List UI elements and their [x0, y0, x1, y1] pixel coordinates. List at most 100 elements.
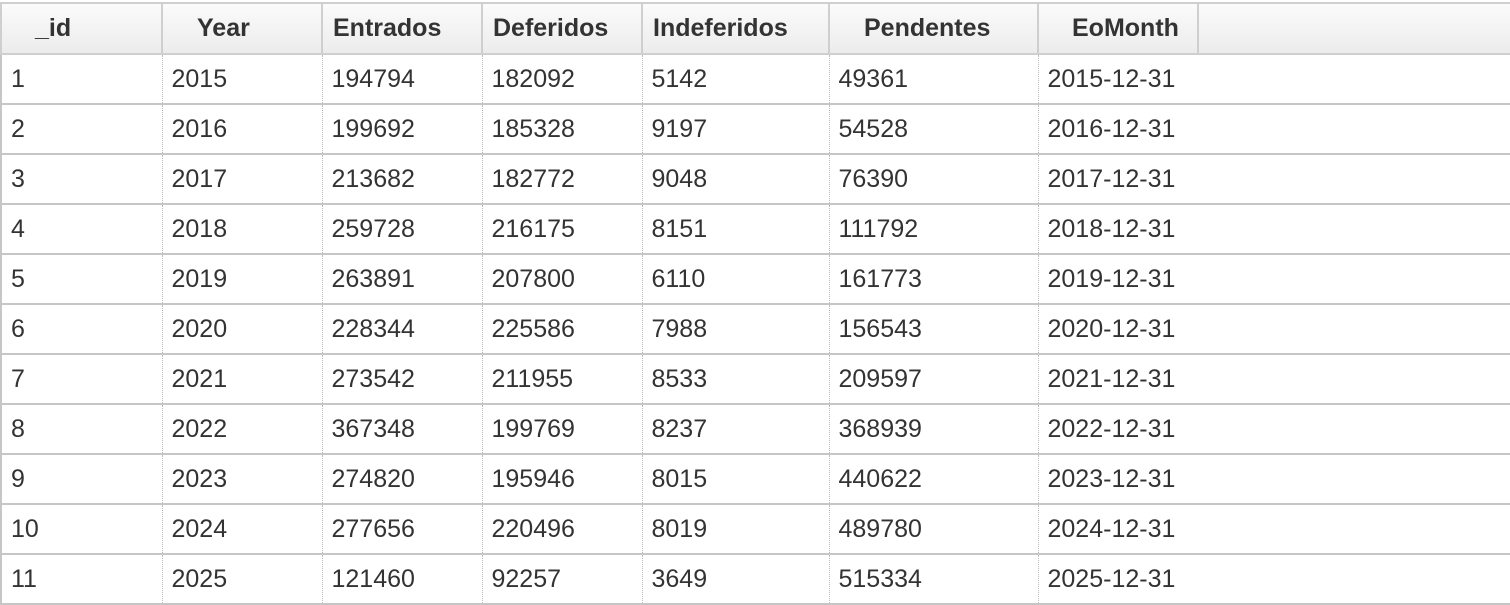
cell-entrados[interactable]: 367348	[321, 404, 482, 455]
cell-pendentes[interactable]: 515334	[828, 554, 1038, 605]
cell-id[interactable]: 5	[0, 254, 162, 305]
table-row[interactable]: 9 2023 274820 195946 8015 440622 2023-12-31	[0, 454, 1510, 505]
cell-deferidos[interactable]: 211955	[481, 354, 642, 405]
cell-pendentes[interactable]: 156543	[828, 304, 1038, 355]
cell-deferidos[interactable]: 195946	[481, 454, 642, 505]
cell-year[interactable]: 2024	[161, 504, 322, 555]
cell-pendentes[interactable]: 489780	[828, 504, 1038, 555]
cell-pendentes[interactable]: 440622	[828, 454, 1038, 505]
cell-eomonth[interactable]: 2024-12-31	[1037, 504, 1198, 555]
cell-eomonth[interactable]: 2016-12-31	[1037, 104, 1198, 155]
column-header-year[interactable]: Year	[161, 2, 323, 55]
table-row[interactable]: 8 2022 367348 199769 8237 368939 2022-12-31	[0, 404, 1510, 455]
cell-id[interactable]: 9	[0, 454, 162, 505]
cell-filler	[1198, 304, 1510, 355]
cell-deferidos[interactable]: 207800	[481, 254, 642, 305]
column-header-pendentes[interactable]: Pendentes	[828, 2, 1039, 55]
cell-year[interactable]: 2025	[161, 554, 322, 605]
table-row[interactable]: 6 2020 228344 225586 7988 156543 2020-12-31	[0, 304, 1510, 355]
cell-pendentes[interactable]: 76390	[828, 154, 1038, 205]
cell-pendentes[interactable]: 49361	[828, 54, 1038, 105]
cell-indeferidos[interactable]: 7988	[641, 304, 829, 355]
cell-deferidos[interactable]: 182772	[481, 154, 642, 205]
cell-indeferidos[interactable]: 8533	[641, 354, 829, 405]
cell-eomonth[interactable]: 2017-12-31	[1037, 154, 1198, 205]
cell-year[interactable]: 2015	[161, 54, 322, 105]
cell-indeferidos[interactable]: 9048	[641, 154, 829, 205]
cell-entrados[interactable]: 277656	[321, 504, 482, 555]
table-row[interactable]: 4 2018 259728 216175 8151 111792 2018-12-31	[0, 204, 1510, 255]
cell-year[interactable]: 2019	[161, 254, 322, 305]
cell-eomonth[interactable]: 2019-12-31	[1037, 254, 1198, 305]
table-row[interactable]: 2 2016 199692 185328 9197 54528 2016-12-31	[0, 104, 1510, 155]
cell-indeferidos[interactable]: 9197	[641, 104, 829, 155]
cell-entrados[interactable]: 273542	[321, 354, 482, 405]
cell-eomonth[interactable]: 2018-12-31	[1037, 204, 1198, 255]
cell-eomonth[interactable]: 2020-12-31	[1037, 304, 1198, 355]
cell-entrados[interactable]: 228344	[321, 304, 482, 355]
table-row[interactable]: 7 2021 273542 211955 8533 209597 2021-12-31	[0, 354, 1510, 405]
cell-pendentes[interactable]: 54528	[828, 104, 1038, 155]
cell-indeferidos[interactable]: 8015	[641, 454, 829, 505]
column-header-deferidos[interactable]: Deferidos	[481, 2, 643, 55]
cell-pendentes[interactable]: 111792	[828, 204, 1038, 255]
column-header-eomonth[interactable]: EoMonth	[1037, 2, 1199, 55]
cell-entrados[interactable]: 263891	[321, 254, 482, 305]
cell-id[interactable]: 3	[0, 154, 162, 205]
cell-id[interactable]: 10	[0, 504, 162, 555]
cell-deferidos[interactable]: 199769	[481, 404, 642, 455]
cell-eomonth[interactable]: 2025-12-31	[1037, 554, 1198, 605]
cell-id[interactable]: 2	[0, 104, 162, 155]
cell-year[interactable]: 2022	[161, 404, 322, 455]
cell-entrados[interactable]: 259728	[321, 204, 482, 255]
cell-entrados[interactable]: 213682	[321, 154, 482, 205]
cell-filler	[1198, 154, 1510, 205]
cell-deferidos[interactable]: 216175	[481, 204, 642, 255]
cell-entrados[interactable]: 199692	[321, 104, 482, 155]
cell-deferidos[interactable]: 92257	[481, 554, 642, 605]
cell-deferidos[interactable]: 220496	[481, 504, 642, 555]
cell-id[interactable]: 6	[0, 304, 162, 355]
cell-pendentes[interactable]: 209597	[828, 354, 1038, 405]
cell-id[interactable]: 7	[0, 354, 162, 405]
table-row[interactable]: 5 2019 263891 207800 6110 161773 2019-12-31	[0, 254, 1510, 305]
cell-entrados[interactable]: 121460	[321, 554, 482, 605]
column-header-entrados[interactable]: Entrados	[321, 2, 483, 55]
column-header-filler	[1197, 2, 1510, 55]
table-row[interactable]: 11 2025 121460 92257 3649 515334 2025-12-31	[0, 554, 1510, 605]
cell-year[interactable]: 2016	[161, 104, 322, 155]
cell-indeferidos[interactable]: 3649	[641, 554, 829, 605]
cell-eomonth[interactable]: 2015-12-31	[1037, 54, 1198, 105]
cell-indeferidos[interactable]: 8019	[641, 504, 829, 555]
cell-entrados[interactable]: 274820	[321, 454, 482, 505]
cell-year[interactable]: 2017	[161, 154, 322, 205]
cell-deferidos[interactable]: 182092	[481, 54, 642, 105]
cell-year[interactable]: 2023	[161, 454, 322, 505]
cell-deferidos[interactable]: 185328	[481, 104, 642, 155]
cell-entrados[interactable]: 194794	[321, 54, 482, 105]
cell-id[interactable]: 11	[0, 554, 162, 605]
cell-indeferidos[interactable]: 5142	[641, 54, 829, 105]
cell-eomonth[interactable]: 2022-12-31	[1037, 404, 1198, 455]
cell-id[interactable]: 8	[0, 404, 162, 455]
cell-id[interactable]: 1	[0, 54, 162, 105]
column-header-id[interactable]: _id	[0, 2, 163, 55]
cell-indeferidos[interactable]: 8151	[641, 204, 829, 255]
cell-filler	[1198, 554, 1510, 605]
cell-eomonth[interactable]: 2023-12-31	[1037, 454, 1198, 505]
cell-pendentes[interactable]: 368939	[828, 404, 1038, 455]
column-header-indeferidos[interactable]: Indeferidos	[641, 2, 830, 55]
cell-filler	[1198, 204, 1510, 255]
cell-indeferidos[interactable]: 8237	[641, 404, 829, 455]
table-row[interactable]: 10 2024 277656 220496 8019 489780 2024-12-31	[0, 504, 1510, 555]
cell-deferidos[interactable]: 225586	[481, 304, 642, 355]
table-row[interactable]: 3 2017 213682 182772 9048 76390 2017-12-31	[0, 154, 1510, 205]
cell-id[interactable]: 4	[0, 204, 162, 255]
cell-year[interactable]: 2021	[161, 354, 322, 405]
cell-indeferidos[interactable]: 6110	[641, 254, 829, 305]
cell-pendentes[interactable]: 161773	[828, 254, 1038, 305]
cell-eomonth[interactable]: 2021-12-31	[1037, 354, 1198, 405]
table-row[interactable]: 1 2015 194794 182092 5142 49361 2015-12-31	[0, 54, 1510, 105]
cell-year[interactable]: 2018	[161, 204, 322, 255]
cell-year[interactable]: 2020	[161, 304, 322, 355]
